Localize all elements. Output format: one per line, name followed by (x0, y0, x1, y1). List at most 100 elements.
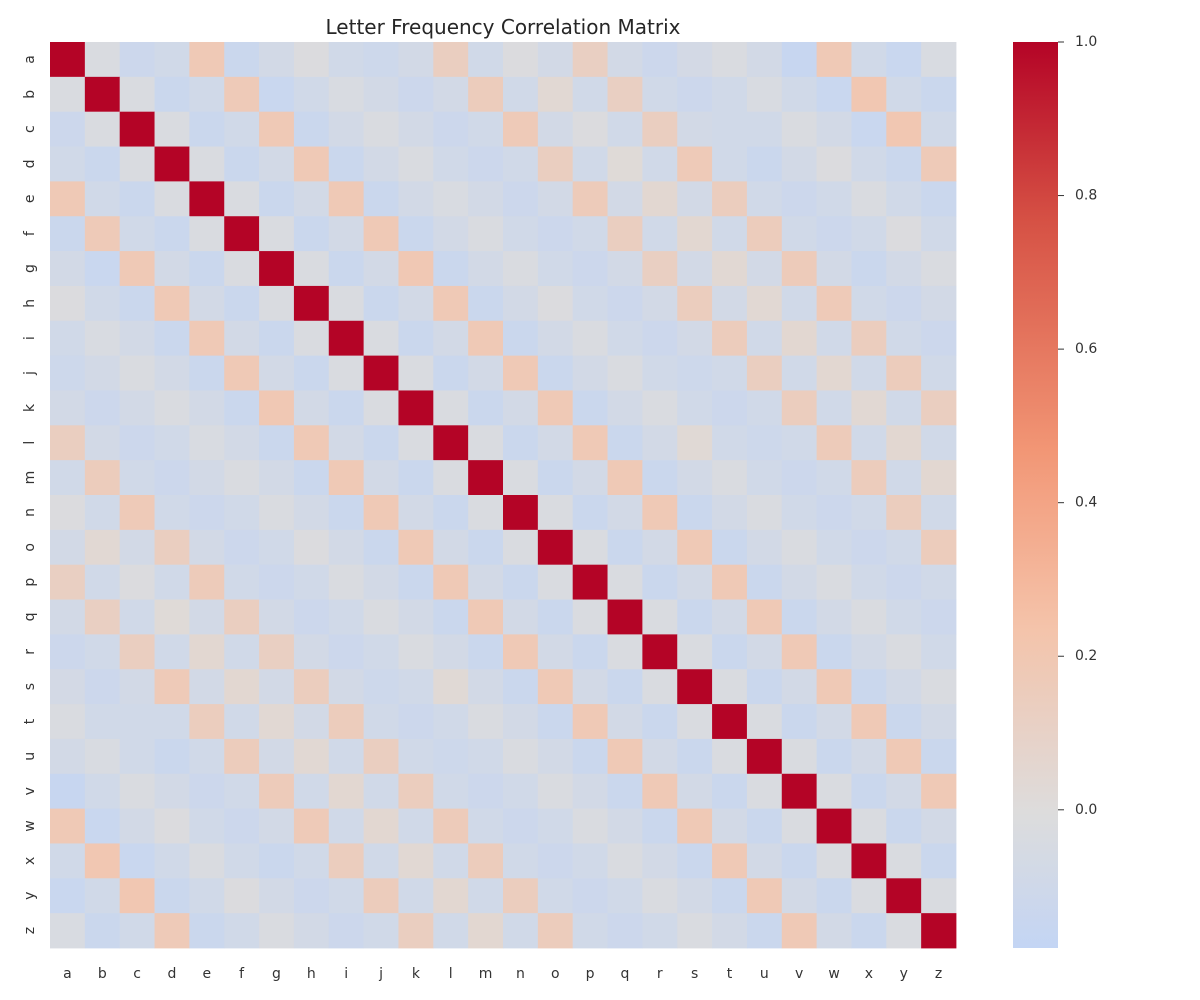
heatmap-cell (921, 529, 957, 566)
y-tick-label: h (22, 299, 38, 308)
heatmap-cell (886, 913, 922, 949)
heatmap-cell (154, 564, 190, 600)
heatmap-cell (886, 843, 922, 879)
heatmap-cell (50, 738, 86, 775)
heatmap-cell (886, 738, 922, 775)
heatmap-cell (503, 146, 539, 182)
x-tick-label: q (621, 966, 630, 982)
heatmap-cell (781, 669, 818, 705)
x-tick-label: w (828, 966, 839, 982)
heatmap-cell (50, 425, 86, 461)
heatmap-cell (224, 599, 260, 635)
x-tick-label: z (935, 966, 942, 982)
heatmap-cell (503, 564, 539, 600)
heatmap-cell (781, 390, 818, 426)
heatmap-cell (293, 251, 330, 287)
heatmap-cell (224, 146, 260, 182)
heatmap-cell (398, 355, 434, 391)
heatmap-cell (607, 216, 643, 252)
x-tick-label: v (795, 966, 803, 982)
heatmap-cell (816, 42, 852, 78)
heatmap-cell (293, 913, 330, 949)
heatmap-cell (259, 42, 295, 78)
heatmap-cell (572, 76, 608, 113)
heatmap-cell (816, 355, 852, 391)
heatmap-cell (50, 564, 86, 600)
heatmap-cell (398, 216, 434, 252)
heatmap-cell (84, 564, 121, 600)
heatmap-cell (84, 704, 121, 740)
heatmap-cell (712, 634, 748, 670)
heatmap-cell (537, 704, 574, 740)
heatmap-cell (537, 285, 574, 322)
x-tick-label: r (657, 966, 663, 982)
y-tick-label: u (22, 752, 38, 761)
heatmap-cell (642, 634, 678, 670)
heatmap-cell (712, 564, 748, 600)
heatmap-cell (119, 634, 155, 670)
heatmap-cell (746, 913, 783, 949)
heatmap-cell (293, 808, 330, 844)
heatmap-cell (468, 285, 504, 322)
heatmap-cell (572, 773, 608, 810)
heatmap-cell (781, 738, 818, 775)
heatmap-cell (781, 76, 818, 113)
heatmap-cell (816, 843, 852, 879)
heatmap-cell (712, 111, 748, 147)
heatmap-cell (537, 355, 574, 391)
heatmap-cell (189, 634, 225, 670)
heatmap-cell (328, 878, 365, 914)
heatmap-cell (503, 634, 539, 670)
heatmap-cell (746, 76, 783, 113)
heatmap-cell (921, 111, 957, 147)
y-tick-label: y (22, 892, 38, 900)
heatmap-cell (259, 425, 295, 461)
heatmap-cell (886, 564, 922, 600)
heatmap-cell (119, 460, 155, 496)
heatmap-cell (746, 843, 783, 879)
heatmap-cell (886, 460, 922, 496)
heatmap-cell (537, 42, 574, 78)
x-tick-label: f (239, 966, 245, 982)
heatmap-cell (607, 111, 643, 147)
heatmap-cell (886, 390, 922, 426)
heatmap-cell (224, 460, 260, 496)
heatmap-cell (712, 808, 748, 844)
heatmap-cell (607, 425, 643, 461)
heatmap-cell (328, 390, 365, 426)
heatmap-cell (189, 843, 225, 879)
heatmap-cell (642, 390, 678, 426)
heatmap-cell (851, 599, 887, 635)
heatmap-cell (119, 42, 155, 78)
heatmap-cell (642, 495, 678, 531)
heatmap-cell (816, 495, 852, 531)
heatmap-cell (259, 76, 295, 113)
heatmap-cell (259, 599, 295, 635)
heatmap-cell (921, 76, 957, 113)
heatmap-cell (154, 320, 190, 357)
heatmap-cell (503, 216, 539, 252)
heatmap-cell (677, 599, 713, 635)
heatmap-cell (851, 181, 887, 217)
heatmap-cell (816, 460, 852, 496)
heatmap-cell (468, 669, 504, 705)
heatmap-cell (119, 808, 155, 844)
x-tick-label: l (449, 966, 453, 982)
heatmap-cell (363, 843, 399, 879)
y-tick-label: c (22, 125, 38, 133)
heatmap-cell (433, 495, 469, 531)
heatmap-cell (886, 773, 922, 810)
heatmap-cell (746, 669, 783, 705)
heatmap-cell (189, 251, 225, 287)
heatmap-cell (293, 738, 330, 775)
heatmap-cell (363, 320, 399, 357)
heatmap-cell (293, 634, 330, 670)
heatmap-cell (293, 320, 330, 357)
heatmap-cell (328, 460, 365, 496)
heatmap-cell (293, 599, 330, 635)
heatmap-cell (398, 42, 434, 78)
heatmap-cell (537, 181, 574, 217)
heatmap-cell (119, 251, 155, 287)
x-tick-label: c (133, 966, 141, 982)
y-tick-label: q (22, 613, 38, 622)
